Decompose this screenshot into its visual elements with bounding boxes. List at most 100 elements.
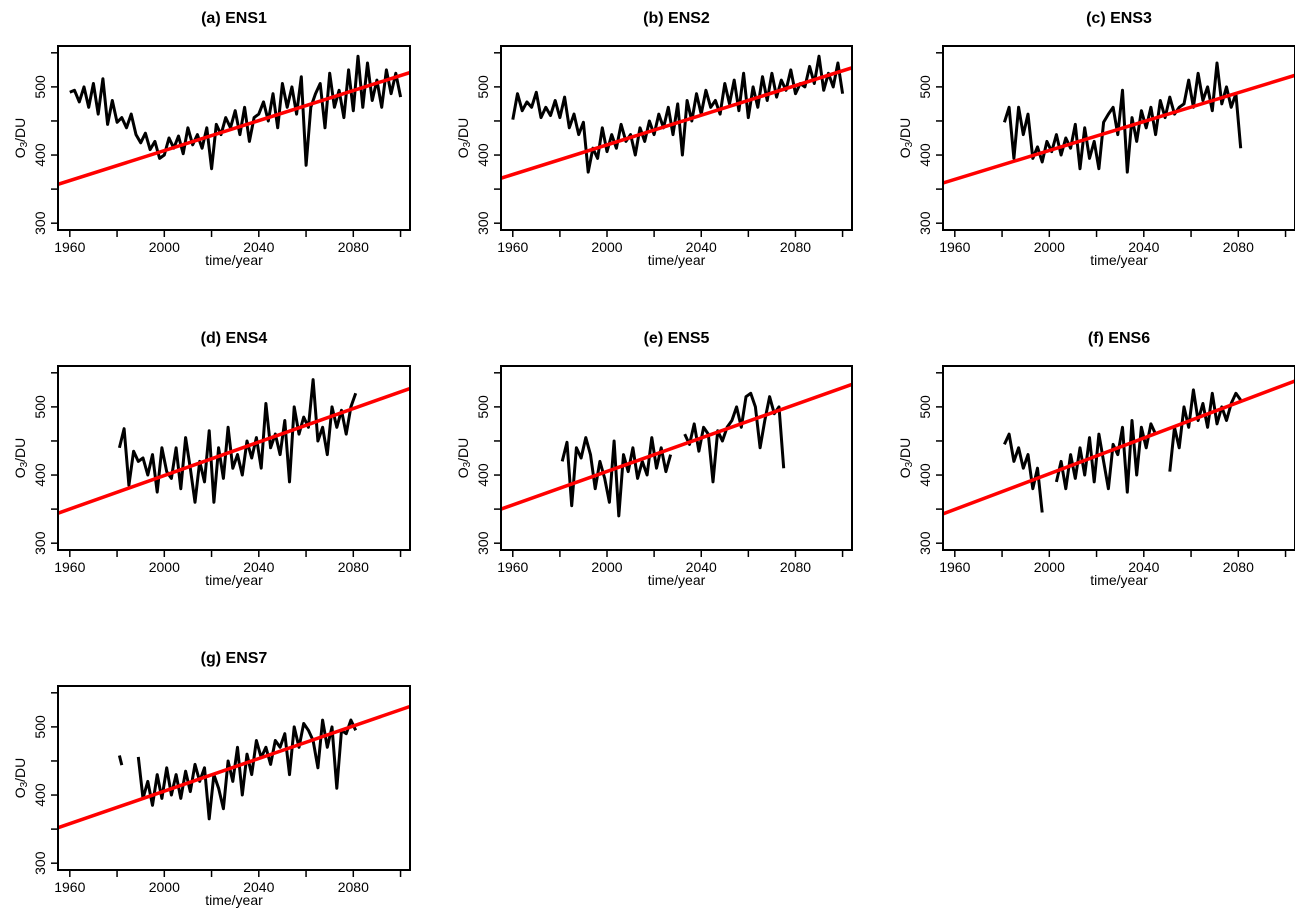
x-axis-title: time/year	[648, 572, 706, 588]
panel-title: (g) ENS7	[201, 650, 268, 667]
series-line-1	[1002, 61, 1243, 174]
plot-frame	[942, 45, 1295, 231]
x-tick-label: 2040	[1128, 239, 1159, 255]
trend-line	[944, 379, 1294, 516]
series-line-1	[117, 755, 124, 766]
trend-line	[502, 382, 851, 511]
x-tick-label: 2000	[149, 559, 180, 575]
y-axis-title-sub: 3	[462, 141, 473, 147]
y-axis-title: O3/DU	[12, 118, 30, 159]
y-axis-title-tail: /DU	[897, 118, 913, 142]
x-tick-label: 1960	[939, 559, 970, 575]
x-axis-title: time/year	[1090, 572, 1148, 588]
x-tick-label: 2000	[1034, 239, 1065, 255]
series-line-2	[1054, 419, 1157, 494]
y-axis-title-tail: /DU	[12, 758, 28, 782]
y-axis-title-main: O	[897, 147, 913, 158]
x-tick-label: 1960	[497, 239, 528, 255]
chart-panel-4: (d) ENS4 1960 2000 2040 2080 300 400 500 time/ye…	[12, 330, 411, 588]
x-tick-label: 1960	[54, 879, 85, 895]
plot-frame	[942, 365, 1295, 551]
y-tick-label: 500	[32, 75, 48, 99]
y-tick-label: 400	[475, 143, 491, 167]
x-tick-label: 1960	[54, 239, 85, 255]
y-axis-title: O3/DU	[897, 438, 915, 479]
y-tick-label: 500	[917, 75, 933, 99]
y-axis-title-sub: 3	[904, 461, 915, 467]
chart-panel-7: (g) ENS7 1960 2000 2040 2080 300 400 500 time/ye…	[12, 650, 411, 908]
y-axis-title-main: O	[12, 467, 28, 478]
x-tick-label: 2080	[338, 559, 369, 575]
y-tick-label: 300	[32, 531, 48, 555]
chart-panel-3: (c) ENS3 1960 2000 2040 2080 300 400 500 time/ye…	[897, 10, 1295, 268]
y-tick-label: 400	[32, 143, 48, 167]
y-axis-title-sub: 3	[19, 461, 30, 467]
x-tick-label: 2080	[780, 559, 811, 575]
y-axis-title-main: O	[12, 147, 28, 158]
x-tick-label: 2040	[686, 239, 717, 255]
panel-title: (d) ENS4	[201, 330, 268, 347]
panel-title: (b) ENS2	[643, 10, 710, 27]
y-tick-label: 400	[917, 143, 933, 167]
y-tick-label: 500	[475, 395, 491, 419]
x-tick-label: 2040	[243, 879, 274, 895]
y-tick-label: 400	[475, 463, 491, 487]
y-tick-label: 500	[32, 395, 48, 419]
y-axis-title: O3/DU	[12, 438, 30, 479]
trend-line	[944, 73, 1294, 185]
x-tick-label: 1960	[497, 559, 528, 575]
y-tick-label: 300	[917, 531, 933, 555]
series-line-1	[1003, 432, 1044, 513]
y-axis-title-main: O	[12, 787, 28, 798]
y-tick-label: 500	[475, 75, 491, 99]
x-axis-title: time/year	[205, 252, 263, 268]
y-axis-title: O3/DU	[897, 118, 915, 159]
plot-frame	[57, 45, 411, 231]
y-axis-title-sub: 3	[462, 461, 473, 467]
series-line-1	[69, 54, 403, 171]
series-line-1	[511, 54, 845, 174]
y-axis-title-main: O	[455, 147, 471, 158]
x-tick-label: 2000	[1034, 559, 1065, 575]
x-tick-label: 2080	[338, 879, 369, 895]
y-tick-label: 400	[917, 463, 933, 487]
y-axis-title-main: O	[455, 467, 471, 478]
panel-title: (f) ENS6	[1088, 330, 1150, 347]
y-axis-title: O3/DU	[12, 758, 30, 799]
y-axis-title: O3/DU	[455, 438, 473, 479]
x-tick-label: 2000	[591, 559, 622, 575]
x-tick-label: 2000	[591, 239, 622, 255]
chart-panel-5: (e) ENS5 1960 2000 2040 2080 300 400 500 time/ye…	[455, 330, 853, 588]
panel-title: (a) ENS1	[201, 10, 267, 27]
y-tick-label: 500	[32, 715, 48, 739]
x-tick-label: 2080	[1223, 559, 1254, 575]
x-tick-label: 2080	[338, 239, 369, 255]
x-tick-label: 1960	[939, 239, 970, 255]
y-tick-label: 300	[32, 211, 48, 235]
plot-frame	[57, 365, 411, 551]
x-tick-label: 2040	[1128, 559, 1159, 575]
x-axis-title: time/year	[205, 572, 263, 588]
y-axis-title-main: O	[897, 467, 913, 478]
y-tick-label: 400	[32, 783, 48, 807]
y-tick-label: 400	[32, 463, 48, 487]
y-axis-title-sub: 3	[19, 781, 30, 787]
y-axis-title-tail: /DU	[455, 438, 471, 462]
y-axis-title-tail: /DU	[12, 438, 28, 462]
series-line-3	[1168, 388, 1242, 472]
x-axis-title: time/year	[1090, 252, 1148, 268]
series-line-1	[117, 378, 358, 504]
plot-frame	[57, 685, 411, 871]
chart-panel-6: (f) ENS6 1960 2000 2040 2080 300 400 500 time/ye…	[897, 330, 1295, 588]
y-tick-label: 300	[475, 531, 491, 555]
y-tick-label: 500	[917, 395, 933, 419]
x-tick-label: 2080	[780, 239, 811, 255]
series-line-2	[136, 718, 358, 821]
x-tick-label: 2040	[686, 559, 717, 575]
x-tick-label: 2000	[149, 879, 180, 895]
trend-line	[502, 66, 851, 180]
trend-line	[59, 386, 409, 515]
chart-panel-1: (a) ENS1 1960 2000 2040 2080 300 400 500 time/ye…	[12, 10, 411, 268]
x-tick-label: 2080	[1223, 239, 1254, 255]
y-axis-title-tail: /DU	[12, 118, 28, 142]
